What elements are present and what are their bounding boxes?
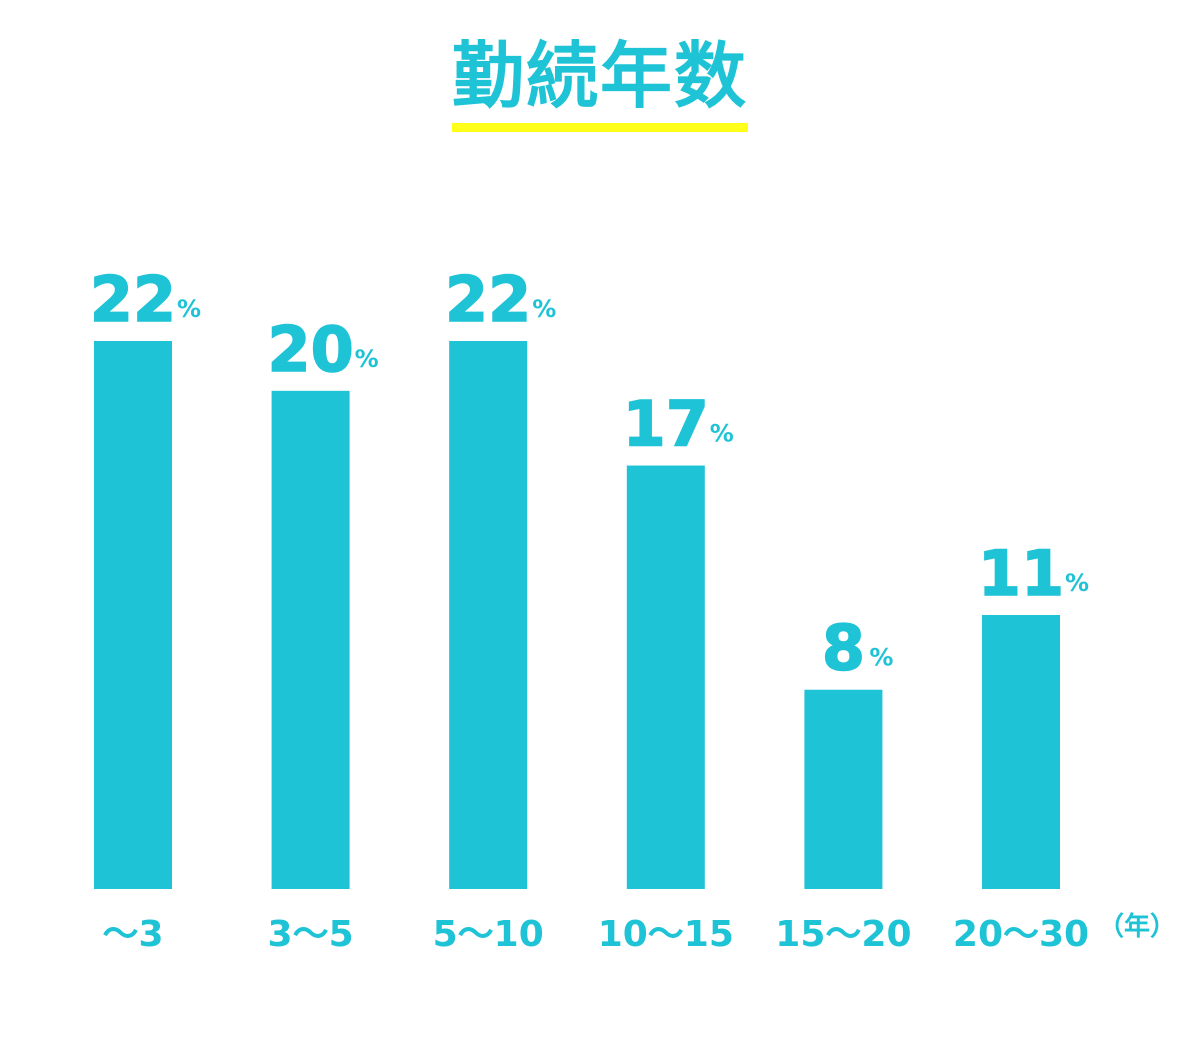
bar-value-label-4: 8	[822, 612, 865, 685]
x-tick-label-3: 10〜15	[598, 914, 734, 955]
x-tick-label-2: 5〜10	[433, 914, 544, 955]
bar-value-label-1: 20	[267, 313, 353, 386]
bar-value-label-3: 17	[623, 388, 709, 461]
title-underline	[451, 123, 748, 132]
chart-title: 勤続年数	[451, 40, 748, 132]
bar-0	[94, 341, 172, 889]
x-tick-label-5: 20〜30	[953, 914, 1089, 955]
bar-1	[271, 390, 350, 889]
title-container: 勤続年数	[0, 40, 1200, 132]
bar-value-suffix-1: %	[355, 345, 379, 373]
bar-value-suffix-0: %	[177, 295, 201, 323]
bar-value-label-5: 11	[978, 537, 1064, 610]
bar-value-label-0: 22	[90, 263, 176, 336]
x-tick-label-4: 15〜20	[775, 914, 911, 955]
bar-4	[804, 689, 883, 889]
bar-value-suffix-5: %	[1065, 569, 1089, 597]
x-tick-label-1: 3〜5	[268, 914, 354, 955]
bar-value-suffix-3: %	[710, 420, 734, 448]
bar-5	[982, 615, 1060, 889]
bar-value-suffix-2: %	[532, 295, 556, 323]
bar-value-label-2: 22	[445, 263, 531, 336]
bar-value-suffix-4: %	[869, 644, 893, 672]
x-tick-label-0: 〜3	[102, 914, 163, 955]
bar-2	[449, 341, 528, 889]
bar-3	[626, 465, 705, 889]
x-axis-unit: （年）	[1098, 912, 1177, 942]
